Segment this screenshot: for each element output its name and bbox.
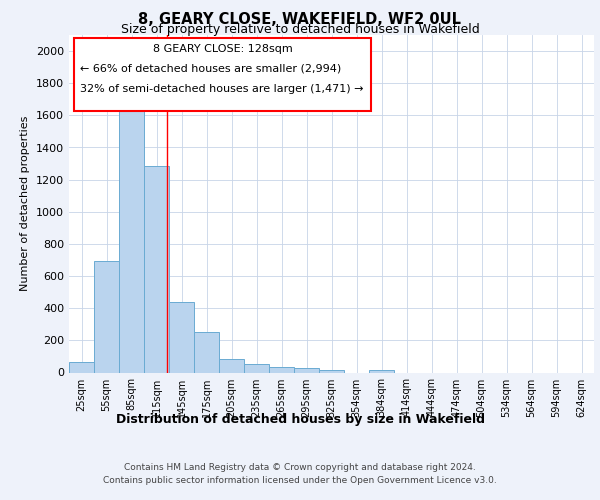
Bar — [94, 261, 119, 372]
Bar — [244, 364, 269, 372]
Text: ← 66% of detached houses are smaller (2,994): ← 66% of detached houses are smaller (2,… — [79, 64, 341, 74]
Bar — [369, 370, 394, 372]
Text: 8, GEARY CLOSE, WAKEFIELD, WF2 0UL: 8, GEARY CLOSE, WAKEFIELD, WF2 0UL — [139, 12, 461, 26]
Text: Distribution of detached houses by size in Wakefield: Distribution of detached houses by size … — [115, 412, 485, 426]
Bar — [294, 368, 319, 372]
Bar — [144, 166, 169, 372]
Text: 8 GEARY CLOSE: 128sqm: 8 GEARY CLOSE: 128sqm — [152, 44, 292, 54]
Text: Contains public sector information licensed under the Open Government Licence v3: Contains public sector information licen… — [103, 476, 497, 485]
Text: Size of property relative to detached houses in Wakefield: Size of property relative to detached ho… — [121, 22, 479, 36]
Bar — [169, 302, 194, 372]
Text: 32% of semi-detached houses are larger (1,471) →: 32% of semi-detached houses are larger (… — [79, 84, 363, 94]
Bar — [69, 362, 94, 372]
Bar — [194, 332, 219, 372]
Bar — [119, 110, 144, 372]
Y-axis label: Number of detached properties: Number of detached properties — [20, 116, 31, 292]
Text: Contains HM Land Registry data © Crown copyright and database right 2024.: Contains HM Land Registry data © Crown c… — [124, 462, 476, 471]
Bar — [319, 370, 344, 372]
Bar — [269, 367, 294, 372]
Bar — [219, 359, 244, 372]
FancyBboxPatch shape — [74, 38, 371, 111]
